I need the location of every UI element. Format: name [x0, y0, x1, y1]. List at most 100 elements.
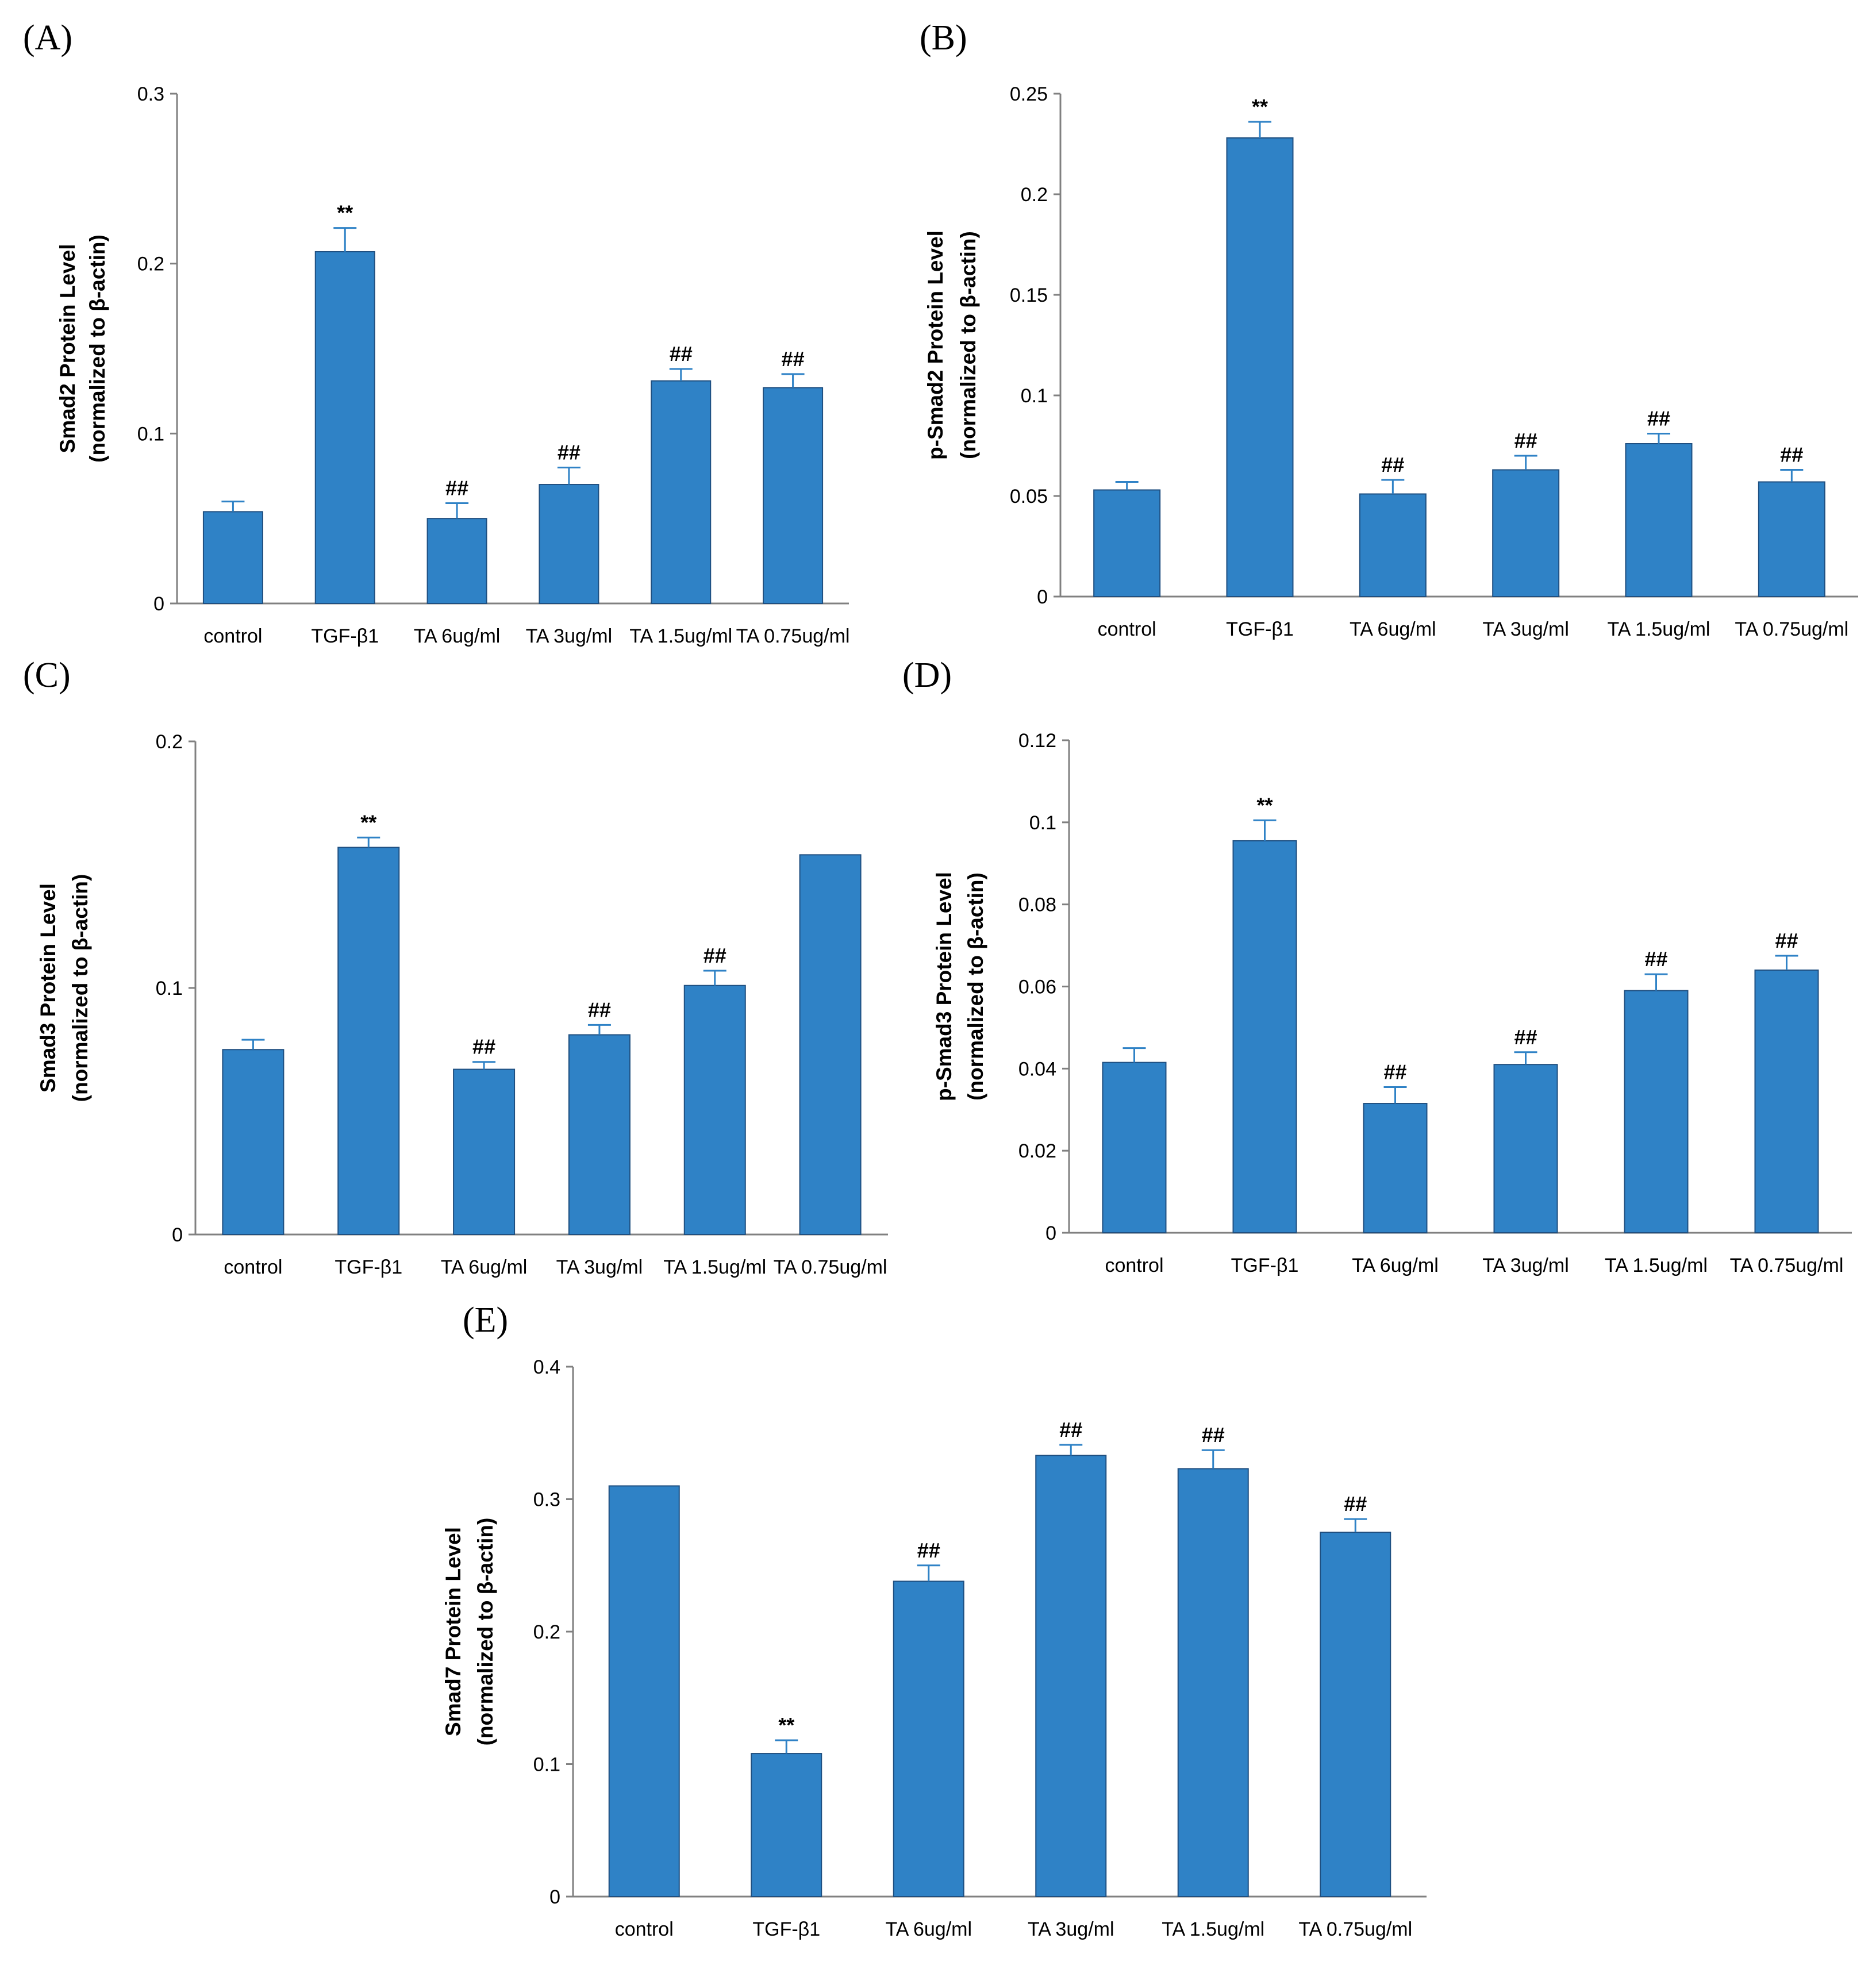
y-tick-label: 0.15: [1010, 284, 1048, 306]
bar: [1102, 1062, 1167, 1234]
bar: [1320, 1532, 1391, 1897]
y-tick-label: 0.1: [533, 1754, 560, 1776]
bar: [1232, 840, 1297, 1233]
x-category-label: TA 3ug/ml: [1482, 618, 1569, 640]
y-axis-title: Smad7 Protein Level: [441, 1527, 465, 1736]
x-category-label: TGF-β1: [311, 625, 379, 647]
bar: [1363, 1103, 1428, 1233]
significance-marker: ##: [1059, 1418, 1082, 1441]
bar: [453, 1068, 516, 1235]
y-tick-label: 0.1: [137, 423, 164, 445]
x-category-label: TA 3ug/ml: [1482, 1255, 1569, 1276]
bar: [1177, 1468, 1249, 1898]
x-category-label: control: [203, 625, 262, 647]
significance-marker: **: [778, 1713, 794, 1737]
significance-marker: ##: [445, 476, 468, 500]
bar: [568, 1034, 631, 1235]
x-category-label: TA 6ug/ml: [441, 1256, 528, 1278]
bar: [1093, 489, 1161, 597]
y-axis-title: Smad2 Protein Level: [56, 244, 79, 453]
y-tick-label: 0.3: [533, 1489, 560, 1511]
bar: [1625, 443, 1693, 597]
significance-marker: ##: [1514, 429, 1537, 452]
x-category-label: TA 1.5ug/ml: [629, 625, 732, 647]
significance-marker: ##: [782, 347, 805, 371]
y-tick-label: 0.06: [1018, 976, 1056, 998]
chart-panel-e: (E) 0 0.1 0.2 0.3 0.4 Smad7 Protein Level (norm…: [441, 1301, 1427, 1940]
significance-marker: ##: [472, 1035, 495, 1059]
y-axis-title: p-Smad2 Protein Level: [924, 230, 947, 460]
x-category-label: TA 0.75ug/ml: [1298, 1918, 1412, 1940]
x-category-label: TGF-β1: [335, 1256, 402, 1278]
x-category-label: TA 6ug/ml: [1352, 1255, 1439, 1276]
bar: [1035, 1455, 1107, 1898]
chart-panel-a: (A) 0 0.1 0.2 0.3 Smad2 Protein Level (normali…: [23, 18, 849, 647]
y-tick-label: 0.1: [1029, 812, 1056, 834]
bar: [763, 387, 824, 605]
x-category-label: TA 0.75ug/ml: [774, 1256, 887, 1278]
significance-marker: ##: [1780, 443, 1803, 467]
y-tick-label: 0.04: [1018, 1058, 1056, 1080]
significance-marker: ##: [1381, 453, 1404, 476]
x-category-label: TA 3ug/ml: [526, 625, 613, 647]
bar: [202, 511, 263, 605]
x-category-label: TA 1.5ug/ml: [1605, 1255, 1708, 1276]
x-category-label: control: [1098, 618, 1156, 640]
y-tick-label: 0.1: [156, 978, 183, 999]
y-tick-label: 0: [1037, 586, 1048, 608]
x-category-label: TA 1.5ug/ml: [1162, 1918, 1264, 1940]
x-category-label: control: [224, 1256, 282, 1278]
y-axis-title: p-Smad3 Protein Level: [932, 872, 956, 1101]
x-category-label: control: [615, 1918, 674, 1940]
x-category-label: TA 0.75ug/ml: [1735, 618, 1848, 640]
significance-marker: ##: [1344, 1492, 1367, 1516]
significance-marker: ##: [704, 944, 726, 967]
bar: [1624, 990, 1689, 1234]
y-axis-subtitle: (normalized to β-actin): [86, 234, 109, 463]
bar: [1226, 137, 1294, 597]
bar: [1758, 481, 1825, 597]
bar: [799, 854, 862, 1235]
x-category-label: TGF-β1: [1231, 1255, 1299, 1276]
y-axis-subtitle: (normalized to β-actin): [68, 874, 92, 1102]
bar: [683, 984, 746, 1235]
significance-marker: **: [337, 201, 353, 225]
y-tick-label: 0.1: [1021, 385, 1048, 407]
y-tick-label: 0.2: [137, 253, 164, 275]
bar: [1754, 969, 1819, 1234]
bar: [893, 1580, 964, 1897]
significance-marker: **: [1256, 793, 1273, 817]
significance-marker: ##: [588, 998, 611, 1021]
bar: [751, 1753, 822, 1898]
bar: [222, 1049, 285, 1235]
significance-marker: **: [1252, 95, 1268, 118]
y-tick-label: 0.05: [1010, 486, 1048, 507]
x-category-label: TGF-β1: [752, 1918, 820, 1940]
bar: [1359, 493, 1427, 597]
y-tick-label: 0: [1045, 1222, 1056, 1244]
significance-marker: ##: [1383, 1060, 1406, 1083]
y-axis-subtitle: (normalized to β-actin): [474, 1518, 497, 1746]
y-tick-label: 0: [153, 593, 164, 615]
y-tick-label: 0: [549, 1886, 560, 1908]
x-category-label: TA 0.75ug/ml: [1730, 1255, 1844, 1276]
y-tick-label: 0.3: [137, 83, 164, 105]
x-category-label: TA 3ug/ml: [556, 1256, 643, 1278]
bar: [314, 251, 375, 605]
y-tick-label: 0: [172, 1224, 183, 1246]
x-category-label: control: [1105, 1255, 1163, 1276]
bar: [337, 847, 400, 1235]
significance-marker: ##: [917, 1539, 940, 1562]
chart-panel-b: (B) 0 0.05 0.1 0.15 0.2 0.25 p-Smad2 Protein Le…: [920, 18, 1858, 640]
y-tick-label: 0.4: [533, 1356, 560, 1378]
x-category-label: TGF-β1: [1226, 618, 1294, 640]
y-tick-label: 0.2: [1021, 184, 1048, 206]
bar: [1493, 1064, 1558, 1233]
y-axis-subtitle: (normalized to β-actin): [956, 231, 980, 459]
x-category-label: TA 6ug/ml: [885, 1918, 972, 1940]
significance-marker: ##: [670, 342, 693, 366]
panel-label: (B): [920, 18, 967, 57]
significance-marker: ##: [1644, 947, 1667, 971]
y-tick-label: 0.12: [1018, 730, 1056, 752]
bar: [426, 518, 487, 605]
